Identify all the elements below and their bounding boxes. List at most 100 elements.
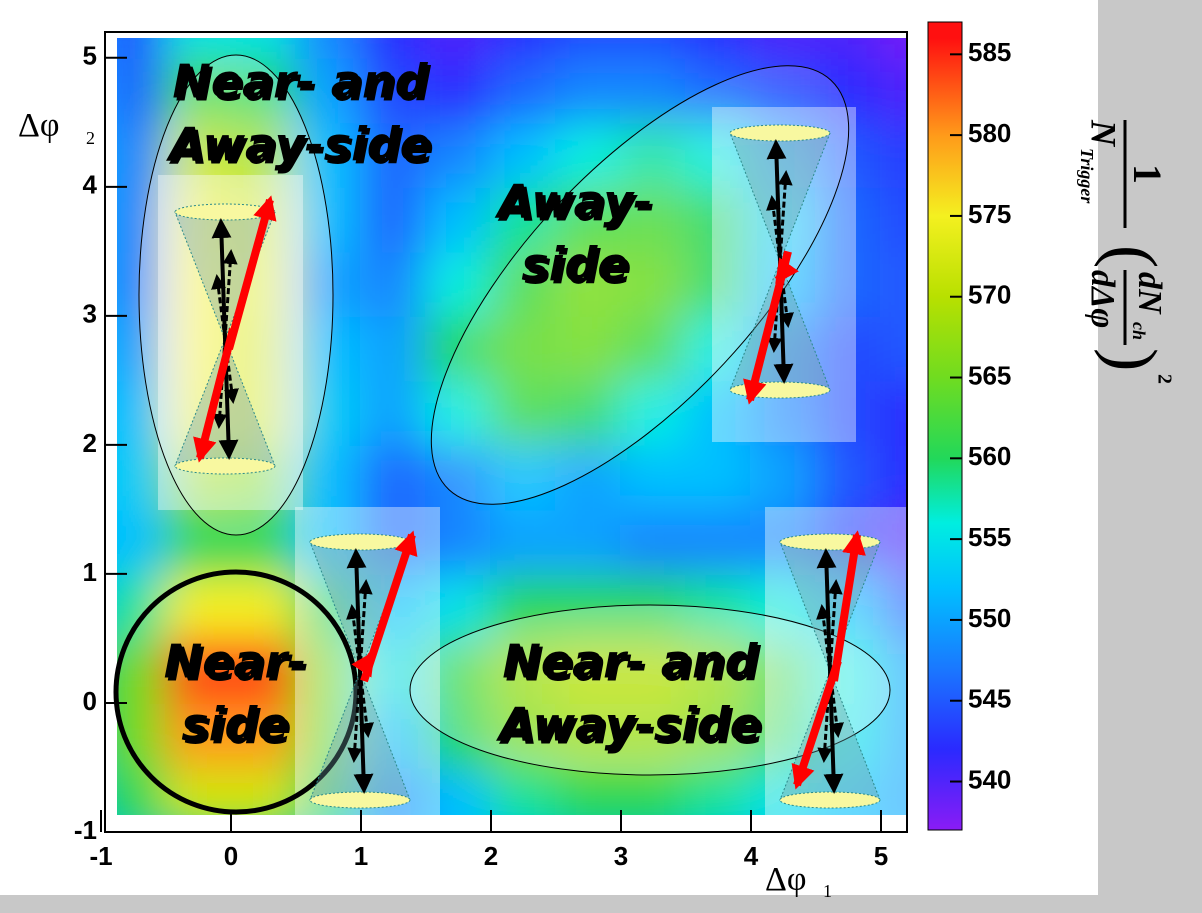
y-tick-label: 0 xyxy=(83,686,97,716)
heat-cell xyxy=(490,572,557,640)
region-label: Away-side xyxy=(166,118,431,172)
heat-cell xyxy=(230,314,297,382)
heat-cell xyxy=(425,701,492,769)
heat-cell xyxy=(295,121,362,188)
heat-cell xyxy=(490,443,557,511)
region-ellipse xyxy=(430,65,850,505)
heat-cell xyxy=(165,637,232,704)
heat-cell xyxy=(230,121,297,188)
y-tick-label: 1 xyxy=(83,557,97,587)
heat-cell xyxy=(117,56,167,124)
heat-cell xyxy=(165,121,232,188)
x-tick-label: 4 xyxy=(744,841,759,871)
x-tick-label: 1 xyxy=(354,841,368,871)
x-tick-label: 2 xyxy=(484,841,498,871)
heat-cell xyxy=(555,443,622,511)
region-label-shadow: Away-side xyxy=(499,701,764,755)
heat-cell xyxy=(425,250,492,317)
region-ellipse xyxy=(138,54,334,536)
region-label-shadow: Away- xyxy=(498,178,656,232)
x-tick-label: -1 xyxy=(89,841,112,871)
x-tick-label: 3 xyxy=(614,841,628,871)
heat-cell xyxy=(880,38,906,59)
cone-cap xyxy=(779,533,881,551)
heat-cell xyxy=(685,250,752,317)
colorbar-label-dn-sub: ch xyxy=(1129,322,1149,340)
heat-cell xyxy=(230,56,297,124)
heat-cell xyxy=(165,38,232,59)
heat-cell xyxy=(117,572,167,640)
heat-cell xyxy=(685,185,752,253)
heat-cell xyxy=(295,637,362,704)
heat-cell xyxy=(425,314,492,382)
red-arrow xyxy=(351,651,376,678)
colorbar-label-n: N xyxy=(1084,119,1124,148)
heat-cell xyxy=(880,508,906,575)
colorbar-tick-label: 545 xyxy=(968,684,1011,714)
heat-cell xyxy=(620,637,687,704)
cone-cap xyxy=(174,203,276,221)
heat-cell xyxy=(490,379,557,446)
y-tick-label: 3 xyxy=(83,299,97,329)
cone-cap xyxy=(779,791,881,809)
cone-cap xyxy=(174,457,276,475)
paren: ( xyxy=(1093,245,1170,268)
heatmap-cells xyxy=(117,38,906,815)
region-label-shadow: side xyxy=(184,701,291,755)
heat-cell xyxy=(880,56,906,124)
heat-cell xyxy=(815,250,882,317)
y-tick-label: 2 xyxy=(83,428,97,458)
annotations-layer xyxy=(113,54,906,815)
heat-cell xyxy=(750,38,817,59)
heat-cell xyxy=(620,572,687,640)
heat-cell xyxy=(360,56,427,124)
cone-cap xyxy=(729,381,831,399)
heat-cell xyxy=(880,185,906,253)
red-arrow xyxy=(791,659,842,790)
heatmap xyxy=(117,38,906,815)
heat-cell xyxy=(360,314,427,382)
heat-cell xyxy=(117,185,167,253)
heat-cell xyxy=(117,121,167,188)
y-axis-label-sub: 2 xyxy=(86,128,95,148)
heat-cell xyxy=(425,38,492,59)
heat-cell xyxy=(490,314,557,382)
colorbar-tick-label: 585 xyxy=(968,37,1011,67)
region-ellipse xyxy=(409,604,891,776)
heat-cell xyxy=(620,250,687,317)
heat-cell xyxy=(425,56,492,124)
heat-cell xyxy=(117,250,167,317)
heat-cell xyxy=(555,701,622,769)
colorbar-label-numerator: 1 xyxy=(1125,164,1170,184)
heat-cell xyxy=(620,56,687,124)
heat-cell xyxy=(490,185,557,253)
heat-cell xyxy=(360,443,427,511)
heat-cell xyxy=(490,766,557,815)
heat-cell xyxy=(117,508,167,575)
region-circle xyxy=(113,569,359,815)
heat-cell xyxy=(165,701,232,769)
region-label: side xyxy=(181,698,288,752)
heat-cell xyxy=(750,637,817,704)
region-label-shadow: Away-side xyxy=(169,121,434,175)
colorbar-tick-label: 550 xyxy=(968,603,1011,633)
heat-cell xyxy=(750,443,817,511)
heat-cell xyxy=(425,637,492,704)
heat-cell xyxy=(880,572,906,640)
heat-cell xyxy=(620,701,687,769)
y-tick-label: 5 xyxy=(83,41,97,71)
heat-cell xyxy=(425,443,492,511)
heat-cell xyxy=(117,38,167,59)
colorbar-tick-label: 575 xyxy=(968,199,1011,229)
colorbar-label: 1 N Trigger ( dN ch dΔφ ) 2 xyxy=(1077,119,1176,384)
red-arrow xyxy=(193,328,237,463)
red-arrow xyxy=(743,250,792,405)
region-label-shadow: Near- and xyxy=(505,638,761,692)
heat-cell xyxy=(555,637,622,704)
heat-cell xyxy=(555,508,622,575)
colorbar-label-dn: dN xyxy=(1131,272,1168,315)
heat-cell xyxy=(880,701,906,769)
heat-cell xyxy=(490,701,557,769)
heat-cell xyxy=(490,38,557,59)
